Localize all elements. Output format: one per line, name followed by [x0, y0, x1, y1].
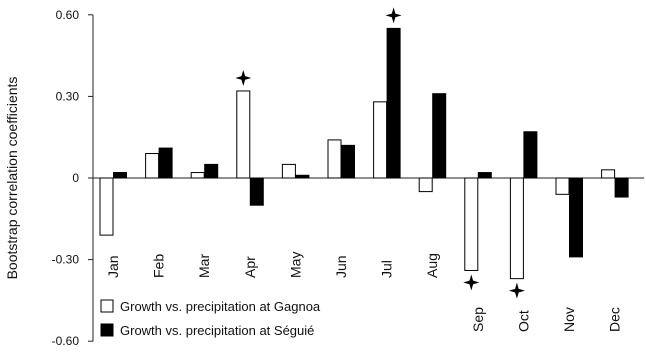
bar-sep-series-1: [464, 177, 479, 271]
significance-star-apr: [235, 69, 252, 86]
bar-feb-series-1: [145, 153, 160, 179]
x-tick-label: Jul: [379, 260, 395, 278]
bar-aug-series-2: [432, 93, 447, 179]
significance-star-oct: [508, 282, 525, 299]
bar-oct-series-2: [523, 131, 538, 179]
bar-jul-series-1: [373, 101, 388, 179]
x-tick-label: Aug: [424, 253, 440, 278]
bar-feb-series-2: [158, 147, 173, 179]
bars: [99, 27, 629, 280]
x-tick-label: Dec: [607, 307, 623, 332]
x-tick-label: Oct: [515, 310, 531, 332]
bar-jun-series-2: [341, 144, 355, 179]
bar-mar-series-2: [204, 163, 219, 179]
x-tick-label: May: [287, 252, 303, 278]
legend: Growth vs. precipitation at Gagnoa Growth…: [100, 299, 321, 338]
bar-apr-series-1: [236, 90, 251, 179]
bar-jun-series-1: [327, 139, 342, 179]
x-tick-label: Apr: [242, 256, 258, 278]
bar-dec-series-1: [601, 169, 616, 179]
y-tick-label: 0: [72, 171, 79, 185]
bar-jan-series-2: [113, 172, 127, 179]
bar-dec-series-2: [614, 177, 629, 198]
x-tick-label: Mar: [196, 254, 212, 278]
bar-may-series-2: [295, 174, 310, 179]
legend-label-1: Growth vs. precipitation at Gagnoa: [120, 299, 321, 314]
bar-nov-series-1: [555, 177, 570, 195]
legend-label-2: Growth vs. precipitation at Séguié: [120, 323, 314, 338]
legend-swatch-2: [100, 323, 114, 337]
bar-sep-series-2: [477, 172, 492, 179]
x-tick-label: Nov: [561, 307, 577, 332]
bar-oct-series-1: [509, 177, 524, 280]
y-tick-label: -0.30: [52, 253, 80, 267]
bar-mar-series-1: [190, 172, 205, 179]
x-tick-label: Jun: [333, 255, 349, 278]
x-tick-label: Sep: [470, 307, 486, 332]
x-tick-label: Feb: [151, 254, 167, 278]
bar-jan-series-1: [99, 177, 114, 236]
y-tick-label: 0.30: [56, 89, 80, 103]
significance-star-sep: [463, 274, 480, 291]
y-axis: 0.60 0.30 0 -0.30 -0.60: [52, 8, 645, 348]
x-tick-label: Jan: [105, 255, 121, 278]
legend-swatch-1: [100, 299, 114, 313]
y-axis-label: Bootstrap correlation coefficients: [4, 77, 20, 280]
significance-star-jul: [385, 7, 402, 24]
bar-apr-series-2: [249, 177, 264, 206]
bar-jul-series-2: [386, 27, 401, 179]
bar-may-series-1: [281, 163, 296, 179]
bar-nov-series-2: [569, 177, 583, 258]
bar-aug-series-1: [418, 177, 433, 193]
y-tick-label: 0.60: [56, 8, 80, 22]
x-tick-labels: Jan Feb Mar Apr May Jun Jul Aug Sep Oct Nov Dec: [105, 252, 623, 332]
y-tick-label: -0.60: [52, 334, 80, 348]
significance-markers: [235, 7, 525, 299]
